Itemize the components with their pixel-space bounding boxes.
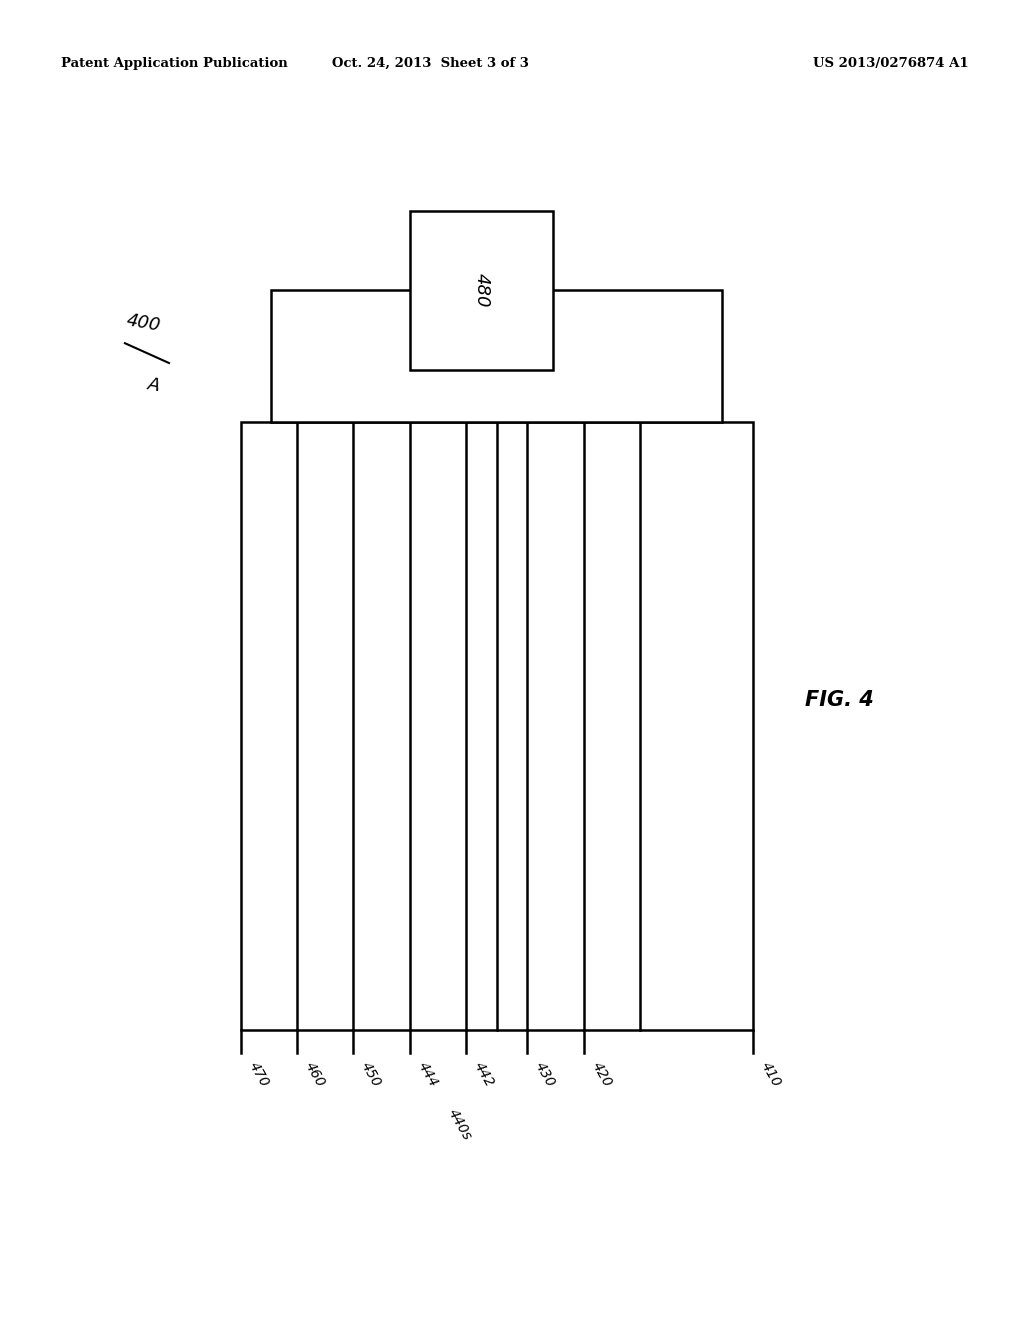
Text: 420: 420 [589,1060,614,1090]
Text: 440s: 440s [445,1106,474,1143]
Text: 430: 430 [532,1060,558,1090]
Text: 410: 410 [758,1060,783,1090]
Text: 442: 442 [471,1060,497,1090]
Bar [241,422,753,1030]
Text: A: A [146,375,161,396]
Text: Patent Application Publication: Patent Application Publication [61,57,288,70]
Bar [410,211,553,370]
Text: 470: 470 [246,1060,271,1090]
Text: US 2013/0276874 A1: US 2013/0276874 A1 [813,57,969,70]
Text: 450: 450 [358,1060,384,1090]
Text: 400: 400 [125,312,162,335]
Text: 444: 444 [415,1060,440,1090]
Text: Oct. 24, 2013  Sheet 3 of 3: Oct. 24, 2013 Sheet 3 of 3 [332,57,528,70]
Bar [271,290,722,422]
Text: 460: 460 [302,1060,328,1090]
Text: FIG. 4: FIG. 4 [805,689,874,710]
Text: 480: 480 [472,273,490,308]
